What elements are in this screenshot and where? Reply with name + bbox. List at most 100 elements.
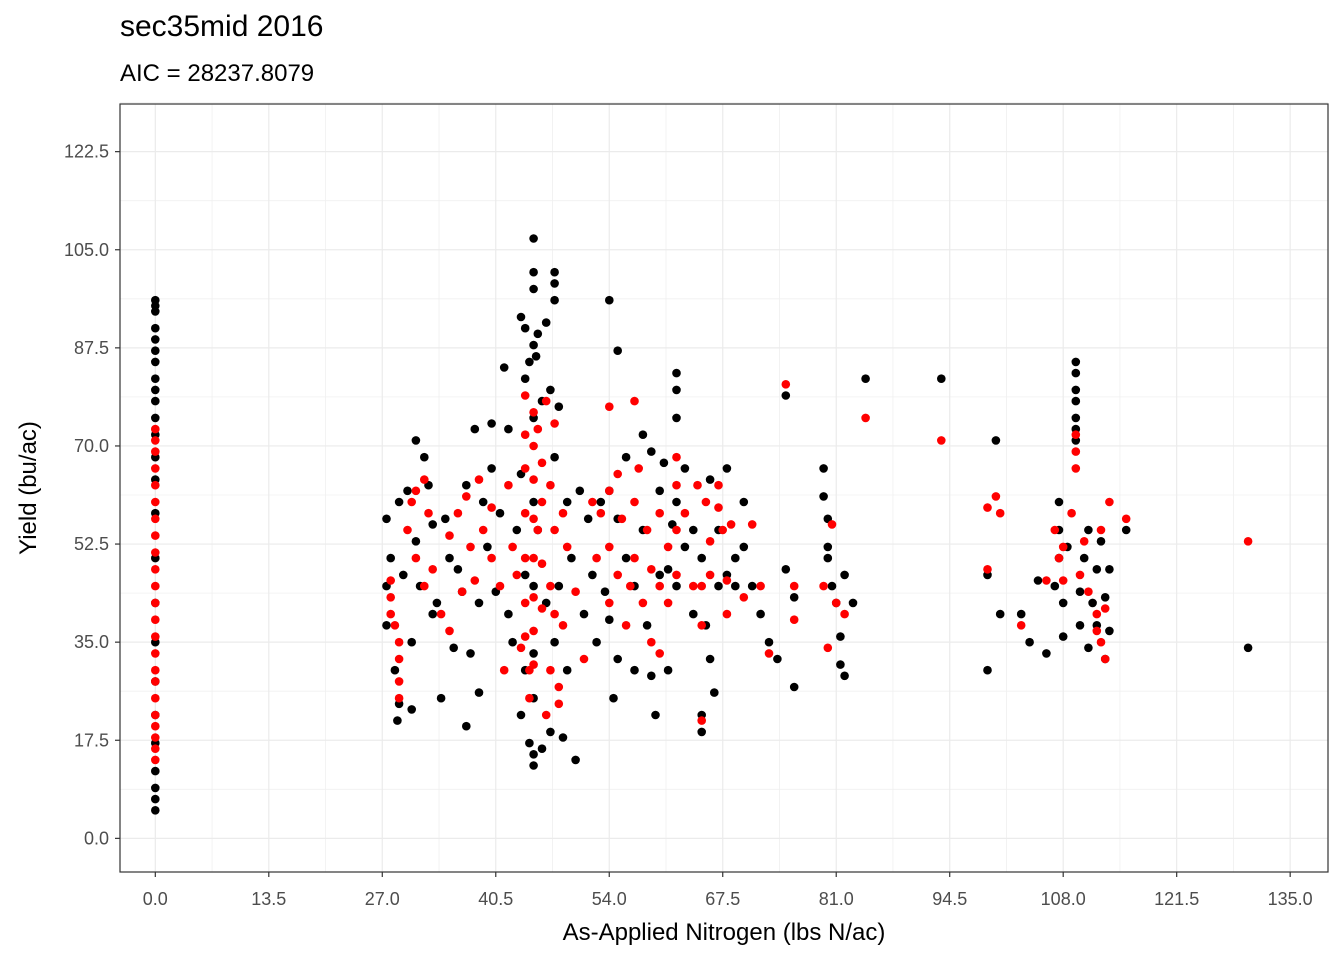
grid-major (120, 104, 1328, 872)
data-point-red (151, 598, 160, 608)
data-point-black (714, 581, 723, 591)
data-point-black (823, 553, 833, 563)
data-point-red (151, 665, 160, 675)
y-tick-label: 0.0 (84, 828, 109, 848)
data-point-black (1025, 637, 1034, 647)
data-point-black (1071, 385, 1081, 395)
data-point-red (983, 503, 992, 512)
data-point-red (520, 464, 530, 473)
data-point-red (789, 581, 799, 591)
data-point-black (151, 794, 160, 804)
data-point-red (537, 497, 547, 507)
data-point-red (529, 626, 538, 636)
data-point-red (151, 744, 160, 753)
data-point-black (487, 464, 496, 473)
data-point-red (386, 609, 396, 619)
data-point-red (550, 525, 559, 535)
y-tick-label: 17.5 (74, 730, 109, 750)
data-point-black (1071, 413, 1081, 423)
data-point-black (689, 609, 698, 619)
data-point-black (739, 542, 749, 552)
data-point-red (533, 525, 543, 535)
data-point-black (672, 497, 681, 507)
data-point-red (1096, 637, 1106, 647)
data-point-red (722, 609, 732, 619)
data-point-black (541, 318, 551, 327)
data-point-red (1105, 497, 1114, 507)
data-point-red (642, 525, 652, 535)
data-point-red (1084, 587, 1093, 596)
data-point-red (697, 621, 706, 630)
panel-border (119, 103, 1329, 873)
data-point-black (462, 721, 471, 731)
data-point-black (407, 705, 417, 714)
series-red-points (151, 380, 1253, 765)
data-point-red (647, 637, 656, 647)
data-point-black (512, 525, 522, 535)
data-point-red (151, 755, 160, 765)
data-point-red (705, 537, 715, 546)
data-point-black (151, 346, 160, 356)
data-point-red (1092, 609, 1102, 619)
data-point-red (613, 469, 622, 479)
data-point-red (605, 486, 614, 496)
data-point-red (1058, 576, 1068, 585)
data-point-red (151, 710, 160, 720)
data-point-black (508, 637, 517, 647)
data-point-red (1071, 447, 1081, 456)
data-point-red (420, 475, 429, 484)
data-point-red (1016, 621, 1026, 630)
data-point-black (861, 374, 870, 384)
data-point-black (1084, 643, 1093, 653)
data-point-black (655, 570, 664, 580)
data-point-black (411, 537, 421, 546)
data-point-red (579, 654, 589, 664)
data-point-black (672, 581, 681, 591)
x-tick-label: 108.0 (1041, 889, 1086, 909)
data-point-black (1243, 643, 1253, 653)
data-point-black (151, 396, 160, 406)
data-point-red (630, 553, 639, 563)
data-point-red (605, 598, 614, 608)
data-point-red (394, 693, 404, 703)
data-point-black (1088, 598, 1097, 608)
data-point-red (554, 699, 564, 709)
data-point-black (478, 497, 488, 507)
data-point-black (466, 649, 475, 658)
data-point-red (478, 525, 488, 535)
data-point-black (655, 486, 664, 496)
data-point-black (520, 374, 530, 384)
data-point-black (403, 486, 412, 496)
data-point-black (1058, 632, 1068, 641)
data-point-black (710, 688, 719, 697)
data-point-red (680, 508, 690, 518)
data-point-black (680, 464, 690, 473)
data-point-red (151, 693, 160, 703)
data-point-red (151, 514, 160, 524)
data-point-red (613, 570, 622, 580)
chart-title: sec35mid 2016 (120, 10, 324, 43)
data-point-red (718, 525, 727, 535)
data-point-red (747, 520, 757, 529)
data-point-black (1105, 565, 1114, 574)
data-point-black (663, 665, 673, 675)
data-point-red (621, 621, 631, 630)
data-point-black (533, 329, 543, 339)
data-point-black (525, 738, 534, 748)
data-point-red (827, 520, 837, 529)
data-point-black (663, 565, 673, 574)
data-point-red (520, 632, 530, 641)
data-point-black (567, 553, 576, 563)
data-point-black (550, 279, 559, 288)
data-point-black (151, 806, 160, 815)
y-tick-label: 105.0 (64, 240, 109, 260)
data-point-black (529, 649, 538, 658)
data-point-black (529, 761, 538, 770)
data-point-black (848, 598, 858, 608)
data-point-red (151, 565, 160, 574)
data-point-black (672, 413, 681, 423)
data-point-red (151, 464, 160, 473)
data-point-red (457, 587, 467, 596)
y-tick-label: 35.0 (74, 632, 109, 652)
data-point-red (436, 609, 446, 619)
